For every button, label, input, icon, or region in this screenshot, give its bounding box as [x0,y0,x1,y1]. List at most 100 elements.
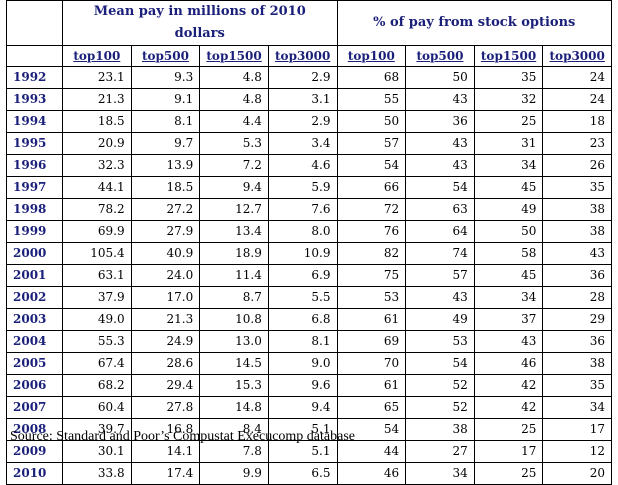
mean-pay-cell: 7.2 [199,154,269,177]
stock-option-pct-cell: 65 [336,396,407,419]
stock-option-pct-cell: 63 [405,198,475,221]
stock-option-pct-cell: 43 [542,242,612,265]
mean-pay-cell: 6.5 [267,462,338,485]
mean-pay-cell: 5.9 [267,176,338,199]
stock-option-pct-cell: 34 [405,462,475,485]
stock-option-pct-cell: 29 [542,308,612,331]
stock-option-pct-cell: 38 [542,198,612,221]
stock-option-pct-cell: 49 [405,308,475,331]
table-row: 2006 68.2 29.4 15.3 9.6 61 52 42 35 [6,374,612,397]
executive-pay-table: Mean pay in millions of 2010 dollars % o… [6,0,612,485]
mean-pay-cell: 37.9 [62,286,132,309]
stock-option-pct-cell: 61 [336,308,407,331]
table-row: 2001 63.1 24.0 11.4 6.9 75 57 45 36 [6,264,612,287]
stock-option-pct-cell: 17 [473,440,544,463]
mean-pay-cell: 5.1 [267,418,338,441]
stock-option-pct-cell: 32 [473,88,544,111]
stock-option-pct-cell: 17 [542,418,612,441]
stock-option-pct-cell: 38 [542,352,612,375]
year-header-cell [6,45,63,67]
stock-option-pct-cell: 36 [542,330,612,353]
stock-option-pct-cell: 66 [336,176,407,199]
mean-pay-cell: 11.4 [199,264,269,287]
corner-cell [6,0,63,46]
stock-option-pct-cell: 27 [405,440,475,463]
mean-pay-cell: 7.6 [267,198,338,221]
mean-pay-cell: 13.4 [199,220,269,243]
mean-pay-cell: 29.4 [130,374,201,397]
stock-option-pct-cell: 25 [473,418,544,441]
mean-pay-cell: 4.4 [199,110,269,133]
stock-option-pct-cell: 34 [473,154,544,177]
mean-pay-cell: 10.8 [199,308,269,331]
mean-pay-cell: 4.8 [199,66,269,89]
mean-pay-cell: 78.2 [62,198,132,221]
stock-option-pct-cell: 31 [473,132,544,155]
stock-option-pct-cell: 37 [473,308,544,331]
year-cell: 2005 [6,352,63,375]
stock-option-pct-cell: 38 [542,220,612,243]
stock-option-pct-cell: 43 [405,286,475,309]
stock-option-pct-cell: 35 [542,176,612,199]
mean-pay-cell: 18.5 [130,176,201,199]
year-cell: 2004 [6,330,63,353]
stock-option-pct-cell: 35 [473,66,544,89]
mean-pay-cell: 8.7 [199,286,269,309]
col-header-pay-top1500: top1500 [199,45,269,67]
stock-option-pct-cell: 18 [542,110,612,133]
mean-pay-cell: 13.9 [130,154,201,177]
source-note: Source: Standard and Poor’s Compustat Ex… [10,429,355,444]
year-cell: 2000 [6,242,63,265]
table-row: 2007 60.4 27.8 14.8 9.4 65 52 42 34 [6,396,612,419]
stock-option-pct-cell: 69 [336,330,407,353]
mean-pay-cell: 55.3 [62,330,132,353]
col-header-pay-top3000: top3000 [267,45,338,67]
mean-pay-cell: 5.3 [199,132,269,155]
mean-pay-cell: 23.1 [62,66,132,89]
mean-pay-cell: 2.9 [267,66,338,89]
stock-option-pct-cell: 68 [336,66,407,89]
stock-option-pct-cell: 43 [405,88,475,111]
mean-pay-cell: 8.0 [267,220,338,243]
stock-option-pct-cell: 50 [473,220,544,243]
group-header-row: Mean pay in millions of 2010 dollars % o… [6,0,612,46]
mean-pay-cell: 14.8 [199,396,269,419]
table-row: 2005 67.4 28.6 14.5 9.0 70 54 46 38 [6,352,612,375]
table-wrapper: Mean pay in millions of 2010 dollars % o… [6,0,612,485]
mean-pay-cell: 9.4 [267,396,338,419]
stock-option-pct-cell: 43 [405,154,475,177]
year-cell: 2003 [6,308,63,331]
mean-pay-cell: 9.1 [130,88,201,111]
table-row: 1999 69.9 27.9 13.4 8.0 76 64 50 38 [6,220,612,243]
stock-option-pct-cell: 36 [405,110,475,133]
mean-pay-cell: 27.2 [130,198,201,221]
mean-pay-cell: 3.4 [267,132,338,155]
mean-pay-cell: 27.9 [130,220,201,243]
mean-pay-cell: 5.5 [267,286,338,309]
mean-pay-cell: 40.9 [130,242,201,265]
stock-option-pct-cell: 55 [336,88,407,111]
year-cell: 1992 [6,66,63,89]
stock-option-pct-cell: 50 [405,66,475,89]
stock-option-pct-cell: 34 [473,286,544,309]
year-cell: 2002 [6,286,63,309]
mean-pay-cell: 9.3 [130,66,201,89]
stock-option-pct-cell: 24 [542,88,612,111]
mean-pay-cell: 9.0 [267,352,338,375]
table-row: 1992 23.1 9.3 4.8 2.9 68 50 35 24 [6,66,612,89]
table-row: 1996 32.3 13.9 7.2 4.6 54 43 34 26 [6,154,612,177]
mean-pay-cell: 27.8 [130,396,201,419]
stock-option-pct-cell: 61 [336,374,407,397]
year-cell: 1996 [6,154,63,177]
stock-option-pct-cell: 46 [336,462,407,485]
stock-option-pct-cell: 20 [542,462,612,485]
mean-pay-cell: 69.9 [62,220,132,243]
table-row: 1998 78.2 27.2 12.7 7.6 72 63 49 38 [6,198,612,221]
stock-option-pct-cell: 75 [336,264,407,287]
stock-option-pct-cell: 12 [542,440,612,463]
mean-pay-cell: 28.6 [130,352,201,375]
year-cell: 2001 [6,264,63,287]
mean-pay-cell: 21.3 [62,88,132,111]
stock-option-pct-cell: 45 [473,176,544,199]
mean-pay-cell: 63.1 [62,264,132,287]
